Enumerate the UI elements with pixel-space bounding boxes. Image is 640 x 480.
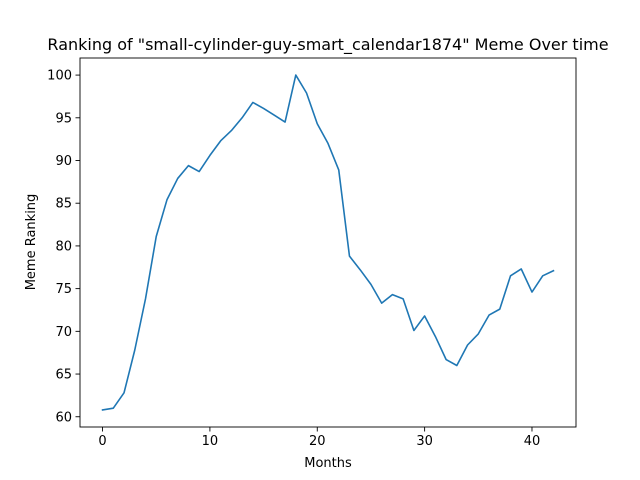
y-tick-label: 75: [55, 282, 72, 297]
y-axis-label: Meme Ranking: [24, 194, 39, 291]
y-tick-label: 100: [47, 69, 72, 84]
y-tick-label: 95: [55, 111, 72, 126]
chart-title: Ranking of "small-cylinder-guy-smart_cal…: [47, 35, 608, 55]
x-tick-label: 10: [202, 434, 219, 449]
x-axis-label: Months: [304, 456, 352, 471]
x-tick-label: 30: [416, 434, 433, 449]
plot-area: 0 10 20 30 40 60 65 70 75 80 85 90 95 100: [47, 57, 577, 449]
y-tick-label: 90: [55, 154, 72, 169]
y-tick-label: 65: [55, 368, 72, 383]
y-tick-label: 80: [55, 239, 72, 254]
x-tick-label: 20: [309, 434, 326, 449]
y-tick-label: 60: [55, 410, 72, 425]
series-line-0: [101, 74, 555, 411]
y-tick-label: 70: [55, 325, 72, 340]
axes-frame: [79, 57, 577, 428]
y-tick-label: 85: [55, 197, 72, 212]
x-tick-label: 40: [524, 434, 541, 449]
x-tick-label: 0: [98, 434, 106, 449]
